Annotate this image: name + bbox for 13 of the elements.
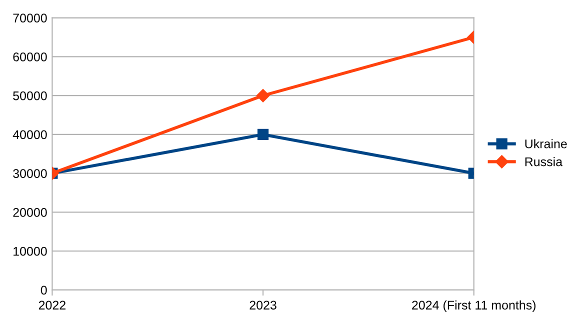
y-tick-label: 10000 [14, 246, 47, 256]
y-tick-label: 20000 [13, 208, 47, 217]
x-tick-label: 2022 [38, 300, 66, 310]
y-tick-label: 40000 [12, 130, 47, 140]
legend-label: Russia [525, 157, 563, 166]
y-tick-label: 50000 [13, 91, 47, 100]
legend-label: Ukraine [525, 139, 567, 148]
x-tick-label: 2023 [250, 300, 276, 310]
y-tick-label: 70000 [13, 14, 47, 22]
y-tick-label: 30000 [13, 169, 47, 178]
y-tick-label: 0 [40, 286, 47, 295]
x-tick-label: 2024 (First 11 months) [412, 300, 536, 312]
y-tick-label: 60000 [13, 52, 47, 62]
